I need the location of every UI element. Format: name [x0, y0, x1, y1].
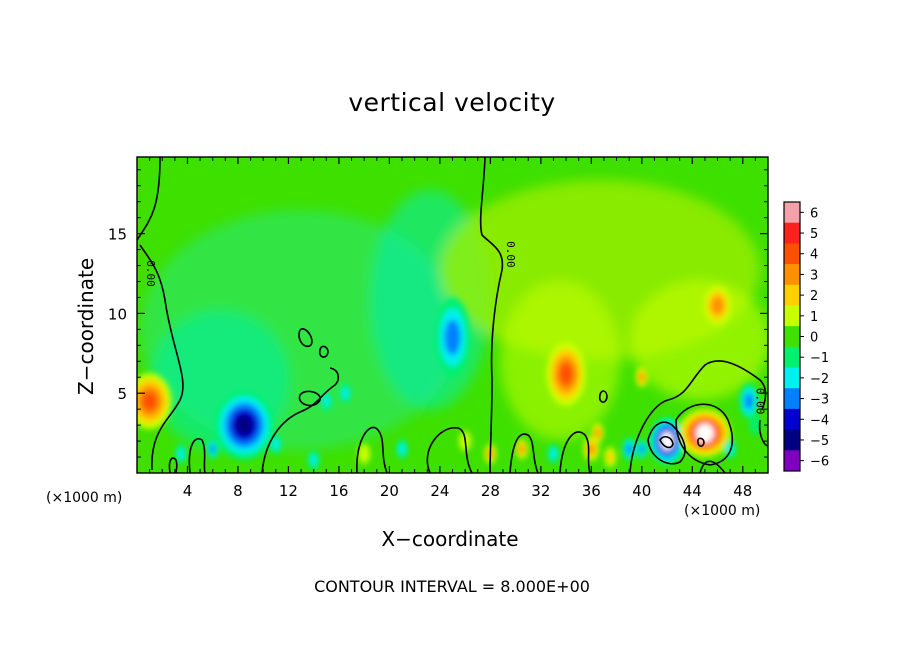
x-tick-label: 20: [380, 482, 399, 500]
colorbar-label: −1: [810, 351, 829, 366]
colorbar-label: −5: [810, 434, 829, 449]
colorbar-swatch: [784, 264, 800, 286]
x-tick-label: 44: [683, 482, 702, 500]
contour-label: 0.00: [504, 241, 517, 267]
colorbar-swatch: [784, 346, 800, 369]
field-noise: [322, 395, 330, 408]
field-noise: [358, 443, 371, 464]
colorbar-swatch: [784, 284, 800, 306]
x-axis: 4 8 12 16 20 24 28 32 36 40 44 48: [149, 157, 756, 500]
chart-title: vertical velocity: [348, 88, 556, 117]
field-noise: [639, 444, 645, 454]
field-feature-level: [235, 415, 253, 436]
colorbar-label: 1: [810, 310, 818, 325]
field-noise: [177, 447, 185, 460]
field-noise: [519, 444, 525, 454]
x-axis-label: X−coordinate: [381, 527, 519, 551]
colorbar-frame: [783, 201, 801, 472]
x-tick-label: 8: [233, 482, 243, 500]
colorbar-swatch: [784, 429, 800, 451]
contour-label: 0.00: [144, 260, 157, 287]
colorbar: 6 5 4 3 2 1 0 −1 −2 −3 −4 −5 −6: [783, 201, 829, 472]
colorbar-swatch: [784, 243, 800, 265]
colorbar-label: 6: [810, 206, 818, 221]
x-tick-label: 40: [632, 482, 651, 500]
field-noise: [341, 387, 349, 400]
field-noise: [749, 415, 762, 436]
field-feature-level: [711, 296, 724, 315]
colorbar-label: 4: [810, 248, 818, 263]
field-noise: [310, 454, 318, 467]
field-noise: [272, 438, 280, 451]
x-tick-label: 24: [430, 482, 449, 500]
colorbar-swatch: [784, 388, 800, 410]
field-feature-level: [587, 443, 595, 455]
contour-labels: 0.00 0.00 0.00: [144, 241, 767, 414]
x-tick-label: 28: [481, 482, 500, 500]
colorbar-label: 0: [810, 331, 818, 346]
colorbar-label: 5: [810, 227, 818, 242]
colorbar-label: −4: [810, 413, 829, 428]
field-feature-level: [626, 443, 633, 455]
y-tick-label: 15: [108, 226, 127, 244]
field-noise: [549, 447, 558, 460]
colorbar-label: −6: [810, 455, 829, 470]
y-axis-label: Z−coordinate: [74, 257, 98, 395]
field-noise: [606, 451, 614, 464]
zero-contours: [137, 157, 768, 473]
x-tick-label: 4: [183, 482, 193, 500]
contour-interval-note: CONTOUR INTERVAL = 8.000E+00: [314, 577, 590, 596]
y-tick-label: 5: [117, 385, 127, 403]
x-tick-label: 36: [582, 482, 601, 500]
x-tick-label: 48: [733, 482, 752, 500]
field-noise: [210, 444, 216, 454]
colorbar-label: −2: [810, 372, 829, 387]
field-noise: [398, 443, 406, 456]
contour-label: 0.00: [754, 388, 767, 415]
colorbar-swatch: [784, 222, 800, 244]
velocity-field: [137, 157, 768, 473]
colorbar-swatch: [784, 326, 800, 348]
colorbar-swatch: [784, 367, 800, 389]
colorbar-swatch: [784, 305, 800, 327]
x-tick-label: 16: [329, 482, 348, 500]
colorbar-swatch: [784, 408, 800, 431]
colorbar-label: 2: [810, 289, 818, 304]
x-unit-note-right: (×1000 m): [684, 503, 761, 519]
field-noise: [639, 372, 645, 382]
field-feature-level: [141, 391, 158, 411]
x-tick-label: 12: [279, 482, 298, 500]
x-unit-note-left: (×1000 m): [46, 490, 123, 506]
field-feature-level: [744, 393, 754, 410]
field-feature-level: [444, 319, 461, 356]
colorbar-label: −3: [810, 393, 829, 408]
y-axis: 5 10 15: [108, 169, 768, 458]
field-feature-level: [559, 362, 574, 386]
y-tick-label: 10: [108, 305, 127, 323]
colorbar-swatch: [784, 202, 800, 224]
x-tick-label: 32: [531, 482, 550, 500]
field-noise: [595, 428, 601, 438]
colorbar-swatch: [784, 450, 800, 472]
colorbar-label: 3: [810, 268, 818, 283]
